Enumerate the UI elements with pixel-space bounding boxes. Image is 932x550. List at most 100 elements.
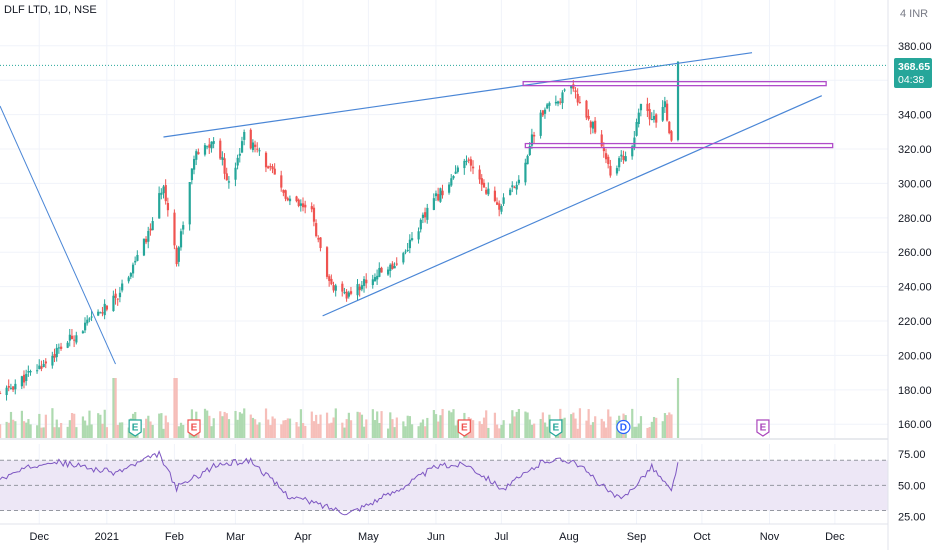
candle-body[interactable] [432, 198, 435, 210]
candle-body[interactable] [666, 103, 669, 121]
candle-body[interactable] [81, 331, 85, 334]
candle-body[interactable] [620, 154, 623, 157]
candle-body[interactable] [151, 221, 154, 231]
candle-body[interactable] [655, 114, 658, 123]
candle-body[interactable] [66, 342, 69, 348]
candle-body[interactable] [225, 173, 228, 181]
rsi-line[interactable] [0, 449, 679, 516]
candle-body[interactable] [328, 276, 331, 281]
candle-body[interactable] [402, 253, 405, 263]
candle-body[interactable] [485, 189, 488, 194]
candle-body[interactable] [68, 334, 71, 341]
candle-body[interactable] [166, 203, 170, 211]
candle-body[interactable] [482, 182, 486, 188]
candle-body[interactable] [652, 116, 656, 120]
candle-body[interactable] [434, 193, 438, 197]
candle-body[interactable] [295, 196, 298, 202]
candle-body[interactable] [345, 291, 348, 299]
candle-body[interactable] [325, 247, 329, 277]
earnings-badge-icon[interactable] [187, 419, 201, 437]
candlesticks[interactable] [0, 61, 680, 401]
candle-body[interactable] [448, 184, 451, 193]
candle-body[interactable] [585, 100, 588, 118]
candle-body[interactable] [417, 231, 420, 240]
candle-body[interactable] [591, 122, 595, 129]
candle-body[interactable] [543, 109, 547, 114]
candle-body[interactable] [301, 203, 305, 208]
candle-body[interactable] [182, 225, 185, 230]
candle-body[interactable] [387, 269, 390, 275]
candle-body[interactable] [221, 157, 224, 160]
candle-body[interactable] [517, 179, 520, 184]
candle-body[interactable] [286, 198, 289, 201]
event-badge-earnings[interactable]: E [187, 419, 201, 437]
candle-body[interactable] [84, 322, 87, 331]
candle-body[interactable] [441, 190, 444, 196]
candle-body[interactable] [103, 303, 106, 316]
candle-body[interactable] [53, 353, 56, 358]
candle-body[interactable] [236, 157, 239, 166]
candle-body[interactable] [330, 278, 333, 285]
candle-body[interactable] [116, 298, 119, 300]
candle-body[interactable] [145, 238, 148, 243]
candle-body[interactable] [86, 319, 89, 324]
candle-body[interactable] [526, 155, 529, 165]
earnings-badge-icon[interactable] [128, 419, 142, 437]
candle-body[interactable] [637, 112, 640, 124]
candle-body[interactable] [310, 206, 313, 210]
candle-body[interactable] [648, 109, 651, 120]
candle-body[interactable] [75, 335, 78, 343]
candle-body[interactable] [378, 267, 381, 277]
candle-body[interactable] [668, 121, 671, 134]
candle-body[interactable] [118, 292, 122, 298]
candle-body[interactable] [539, 112, 542, 136]
candle-body[interactable] [424, 212, 427, 218]
candle-body[interactable] [373, 277, 377, 282]
candle-body[interactable] [561, 92, 564, 104]
candle-body[interactable] [576, 93, 579, 103]
upper-trendline[interactable] [163, 52, 753, 138]
candle-body[interactable] [609, 165, 612, 176]
candle-body[interactable] [312, 207, 316, 222]
candle-body[interactable] [419, 219, 422, 230]
symbol-label[interactable]: DLF LTD, 1D, NSE [4, 4, 97, 16]
candle-body[interactable] [90, 316, 93, 318]
candle-body[interactable] [371, 279, 374, 286]
candle-body[interactable] [299, 203, 303, 206]
candle-body[interactable] [29, 371, 32, 373]
candle-body[interactable] [439, 188, 442, 202]
candle-body[interactable] [602, 147, 606, 152]
candle-body[interactable] [554, 101, 558, 104]
candle-body[interactable] [7, 385, 10, 388]
candle-body[interactable] [38, 365, 41, 370]
candle-body[interactable] [280, 175, 283, 188]
candle-body[interactable] [650, 118, 653, 120]
candle-body[interactable] [635, 121, 638, 136]
candle-body[interactable] [528, 146, 531, 156]
candle-body[interactable] [511, 185, 514, 188]
candle-body[interactable] [142, 238, 146, 256]
candle-body[interactable] [9, 387, 13, 389]
candle-body[interactable] [179, 231, 183, 248]
candle-body[interactable] [633, 137, 636, 148]
candle-body[interactable] [238, 153, 241, 156]
candle-body[interactable] [615, 168, 619, 174]
candle-body[interactable] [258, 150, 261, 152]
candle-body[interactable] [559, 101, 562, 103]
candle-body[interactable] [341, 283, 344, 292]
candle-body[interactable] [223, 158, 226, 174]
candle-body[interactable] [206, 146, 209, 148]
candle-body[interactable] [356, 284, 359, 296]
candle-body[interactable] [158, 193, 161, 219]
candle-body[interactable] [273, 168, 276, 175]
candle-body[interactable] [574, 90, 577, 93]
candle-body[interactable] [572, 84, 575, 89]
candle-body[interactable] [661, 106, 664, 121]
candle-body[interactable] [25, 373, 28, 381]
candle-body[interactable] [495, 202, 499, 205]
candle-body[interactable] [493, 190, 497, 202]
candle-body[interactable] [20, 376, 23, 387]
candle-body[interactable] [426, 207, 429, 220]
candle-body[interactable] [600, 134, 603, 147]
